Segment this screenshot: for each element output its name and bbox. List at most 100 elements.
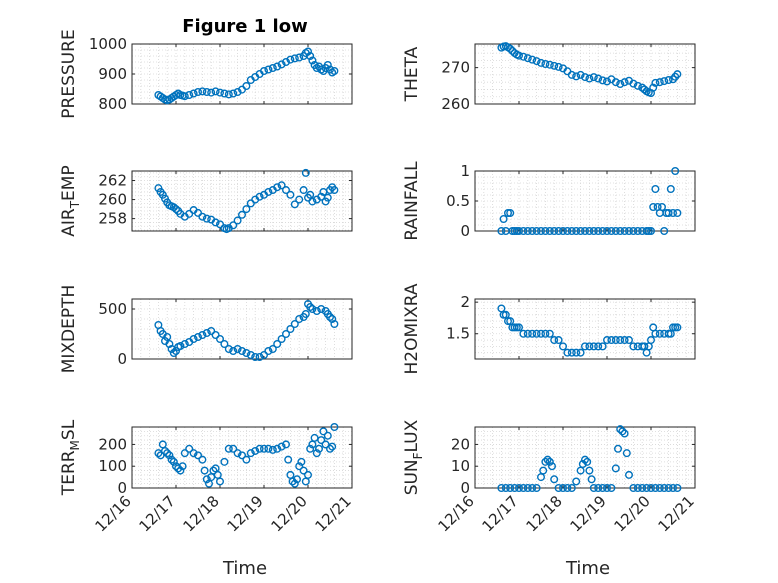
- data-point: [211, 87, 220, 96]
- data-point: [330, 186, 339, 195]
- data-point: [581, 455, 590, 464]
- panel-theta: 260 270 THETA: [402, 42, 696, 113]
- y-tick-label: 262: [98, 172, 127, 190]
- data-point: [264, 347, 273, 356]
- data-point: [567, 484, 576, 493]
- data-point: [585, 226, 594, 235]
- data-point: [220, 457, 229, 466]
- data-point: [589, 226, 598, 235]
- data-point: [541, 329, 550, 338]
- data-point: [200, 466, 209, 475]
- data-point: [229, 444, 238, 453]
- data-point: [233, 449, 242, 458]
- x-tick-label: 12/20: [611, 492, 654, 535]
- data-point: [273, 444, 282, 453]
- data-point: [614, 444, 623, 453]
- data-point: [198, 331, 207, 340]
- data-point: [326, 313, 335, 322]
- data-point: [545, 226, 554, 235]
- data-point: [563, 484, 572, 493]
- data-point: [220, 340, 229, 349]
- data-point: [649, 83, 658, 92]
- data-point: [554, 336, 563, 345]
- data-point: [284, 455, 293, 464]
- data-point: [290, 320, 299, 329]
- data-point: [193, 451, 202, 460]
- data-point: [312, 307, 321, 316]
- data-point: [330, 320, 339, 329]
- data-point: [550, 475, 559, 484]
- data-point: [554, 62, 563, 71]
- data-point: [607, 336, 616, 345]
- data-point: [620, 336, 629, 345]
- data-point: [326, 444, 335, 453]
- data-point: [660, 226, 669, 235]
- data-point: [215, 88, 224, 97]
- data-point: [273, 183, 282, 192]
- data-point: [246, 351, 255, 360]
- y-axis-label: SUNFLUX: [402, 419, 425, 495]
- data-point: [620, 78, 629, 87]
- data-point: [180, 340, 189, 349]
- y-tick-label: 0: [117, 350, 127, 368]
- data-point: [669, 208, 678, 217]
- data-point: [603, 226, 612, 235]
- data-point: [178, 462, 187, 471]
- data-point: [282, 58, 291, 67]
- data-point: [651, 329, 660, 338]
- data-point: [295, 315, 304, 324]
- data-point: [242, 349, 251, 358]
- data-point: [559, 342, 568, 351]
- figure-title: Figure 1 low: [182, 16, 307, 37]
- data-point: [541, 226, 550, 235]
- data-point: [598, 226, 607, 235]
- data-point: [290, 479, 299, 488]
- data-point: [301, 310, 310, 319]
- data-point: [299, 186, 308, 195]
- data-point: [585, 466, 594, 475]
- data-point: [198, 87, 207, 96]
- data-point: [563, 348, 572, 357]
- data-point: [664, 208, 673, 217]
- data-point: [242, 455, 251, 464]
- x-tick-label: 12/16: [435, 492, 478, 535]
- data-point: [629, 79, 638, 88]
- panel-mixdepth: 0 500 MIXDEPTH: [59, 285, 353, 373]
- y-axis-label: THETA: [402, 46, 422, 102]
- data-point: [315, 444, 324, 453]
- data-point: [323, 193, 332, 202]
- data-point: [532, 329, 541, 338]
- data-point: [264, 65, 273, 74]
- y-tick-label: 258: [98, 210, 127, 228]
- data-point: [576, 226, 585, 235]
- data-point: [515, 323, 524, 332]
- data-point: [174, 464, 183, 473]
- x-tick-label: 12/19: [224, 492, 267, 535]
- data-point: [554, 226, 563, 235]
- y-axis-label: PRESSURE: [59, 29, 79, 118]
- data-point: [308, 197, 317, 206]
- data-point: [169, 457, 178, 466]
- data-point: [618, 427, 627, 436]
- axes-box: [131, 170, 353, 232]
- data-point: [629, 226, 638, 235]
- data-point: [519, 52, 528, 61]
- data-point: [545, 457, 554, 466]
- data-point: [651, 184, 660, 193]
- data-point: [242, 205, 251, 214]
- data-point: [268, 445, 277, 454]
- data-point: [660, 484, 669, 493]
- data-point: [541, 60, 550, 69]
- data-point: [189, 89, 198, 98]
- data-point: [506, 44, 515, 53]
- data-point: [308, 305, 317, 314]
- data-point: [567, 348, 576, 357]
- data-point: [572, 348, 581, 357]
- x-axis-label-right: Time: [565, 558, 610, 579]
- data-point: [163, 449, 172, 458]
- data-point: [545, 329, 554, 338]
- data-point: [515, 484, 524, 493]
- panel-h2omixra: 1.5 2 H2OMIXRA: [402, 283, 696, 375]
